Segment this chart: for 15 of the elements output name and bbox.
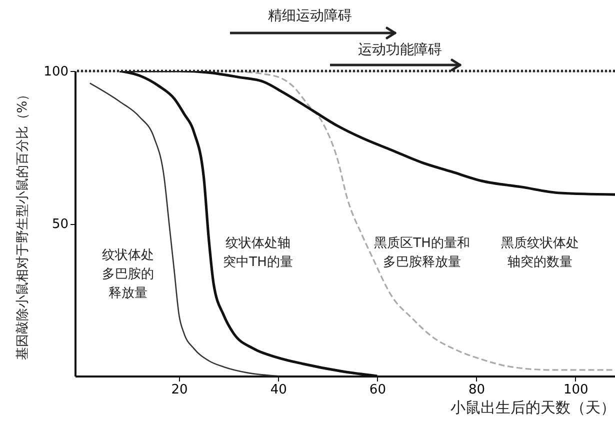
annotation: 黑质纹状体处轴突的数量 [501, 236, 579, 270]
x-tick-label: 60 [369, 382, 386, 398]
x-axis-title: 小鼠出生后的天数（天） [450, 398, 615, 416]
text: 运动功能障碍 [358, 42, 442, 58]
x-tick-label: 40 [270, 382, 287, 398]
x-tick-label: 100 [563, 382, 588, 398]
y-tick-label: 50 [52, 217, 68, 232]
y-axis-title: 基因敲除小鼠相对于野生型小鼠的百分比（%） [16, 88, 31, 360]
annotation: 黑质区TH的量和多巴胺释放量 [374, 236, 470, 270]
x-tick-label: 80 [468, 382, 486, 398]
line-series [89, 82, 279, 376]
text: 精细运动障碍 [268, 8, 352, 24]
annotation: 纹状体处多巴胺的释放量 [102, 248, 154, 301]
x-tick-label: 20 [171, 382, 188, 398]
annotation: 纹状体处轴突中TH的量 [223, 236, 293, 270]
